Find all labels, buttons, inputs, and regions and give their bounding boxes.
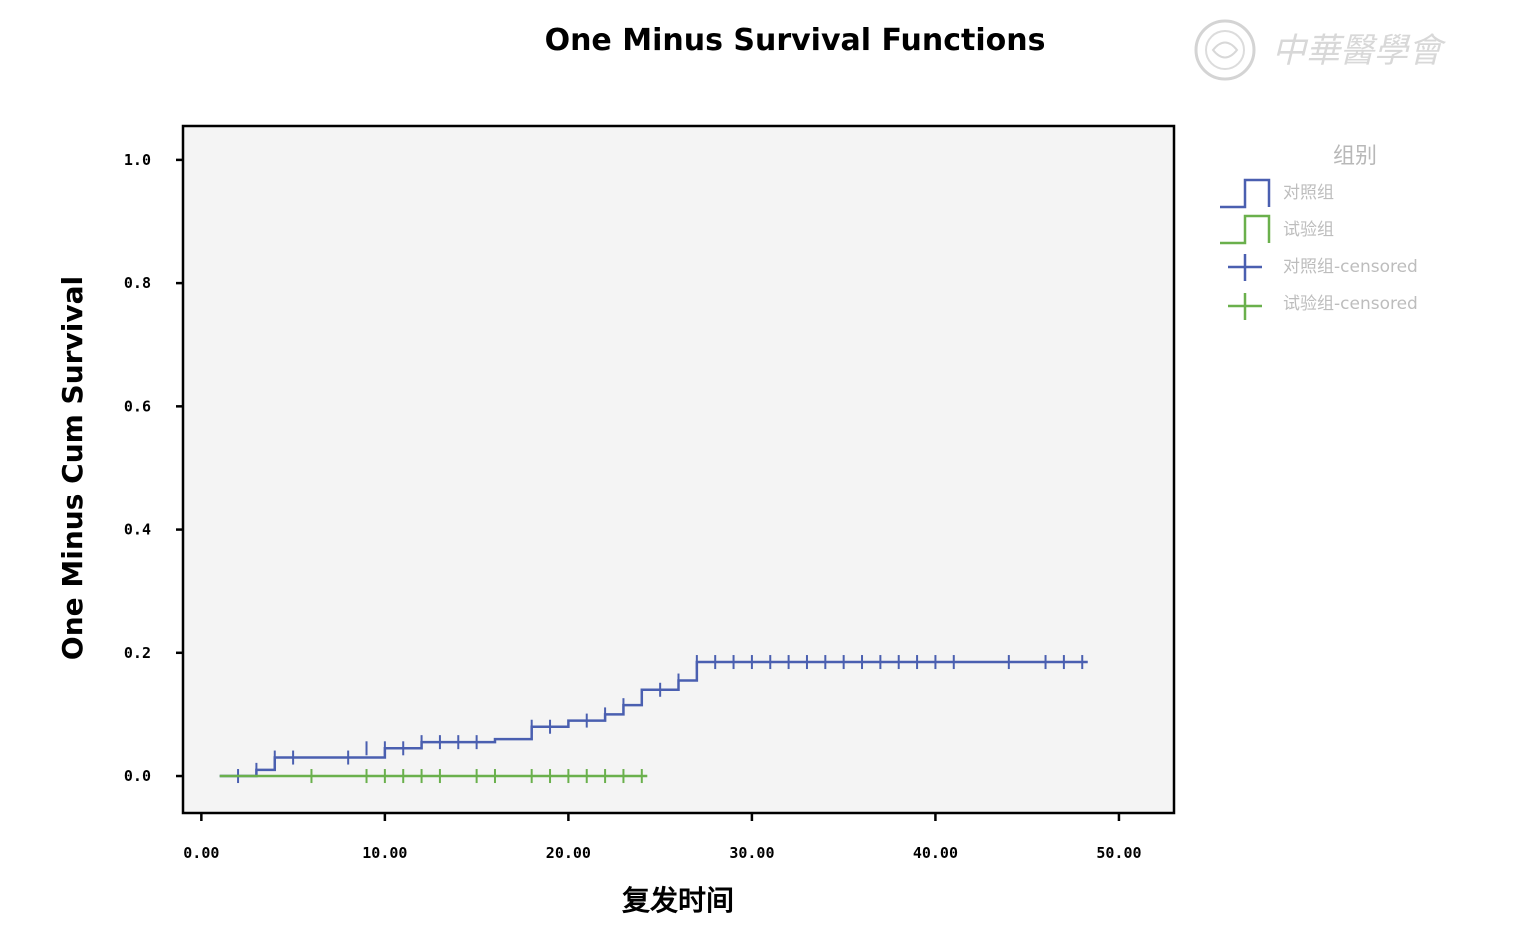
- y-tick-label: 0.2: [124, 644, 151, 662]
- y-tick-label: 1.0: [124, 151, 151, 169]
- legend-plus-symbol: [1228, 293, 1262, 320]
- legend-step-symbol: [1220, 178, 1271, 209]
- y-tick-label: 0.0: [124, 767, 151, 785]
- watermark-logo: 中華醫學會: [1194, 19, 1447, 81]
- legend-item-treatment-censored: 试验组-censored: [1228, 293, 1418, 320]
- legend-label: 对照组: [1283, 183, 1334, 203]
- legend-plus-symbol: [1228, 254, 1262, 281]
- plot-area: [181, 124, 1176, 815]
- series-layer: [219, 655, 1088, 784]
- x-axis: 0.00 10.00 20.00 30.00 40.00 50.00: [183, 813, 1142, 862]
- y-tick-label: 0.8: [124, 274, 151, 292]
- legend-item-control: 对照组: [1220, 178, 1334, 209]
- legend: 组别 对照组 试验组 对照组-censored 试验组-censored: [1220, 144, 1418, 320]
- x-tick-label: 20.00: [546, 844, 591, 862]
- x-tick-label: 0.00: [183, 844, 219, 862]
- x-tick-label: 10.00: [362, 844, 407, 862]
- series-1: [219, 769, 648, 784]
- x-tick-label: 40.00: [913, 844, 958, 862]
- y-axis: 0.0 0.2 0.4 0.6 0.8 1.0: [124, 151, 183, 785]
- x-tick-label: 30.00: [729, 844, 774, 862]
- legend-item-treatment: 试验组: [1220, 214, 1334, 245]
- chart-title: One Minus Survival Functions: [545, 23, 1046, 58]
- y-tick-label: 0.4: [124, 521, 151, 539]
- legend-title: 组别: [1333, 144, 1377, 169]
- y-axis-label: One Minus Cum Survival: [56, 276, 89, 660]
- legend-label: 试验组-censored: [1283, 294, 1418, 314]
- legend-label: 试验组: [1283, 220, 1334, 240]
- series-0: [219, 655, 1088, 784]
- x-axis-label: 复发时间: [622, 884, 734, 917]
- watermark-text: 中華醫學會: [1272, 31, 1447, 71]
- y-tick-label: 0.6: [124, 397, 151, 415]
- legend-item-control-censored: 对照组-censored: [1228, 254, 1418, 281]
- legend-step-symbol: [1220, 214, 1271, 245]
- legend-label: 对照组-censored: [1283, 257, 1418, 277]
- x-tick-label: 50.00: [1096, 844, 1141, 862]
